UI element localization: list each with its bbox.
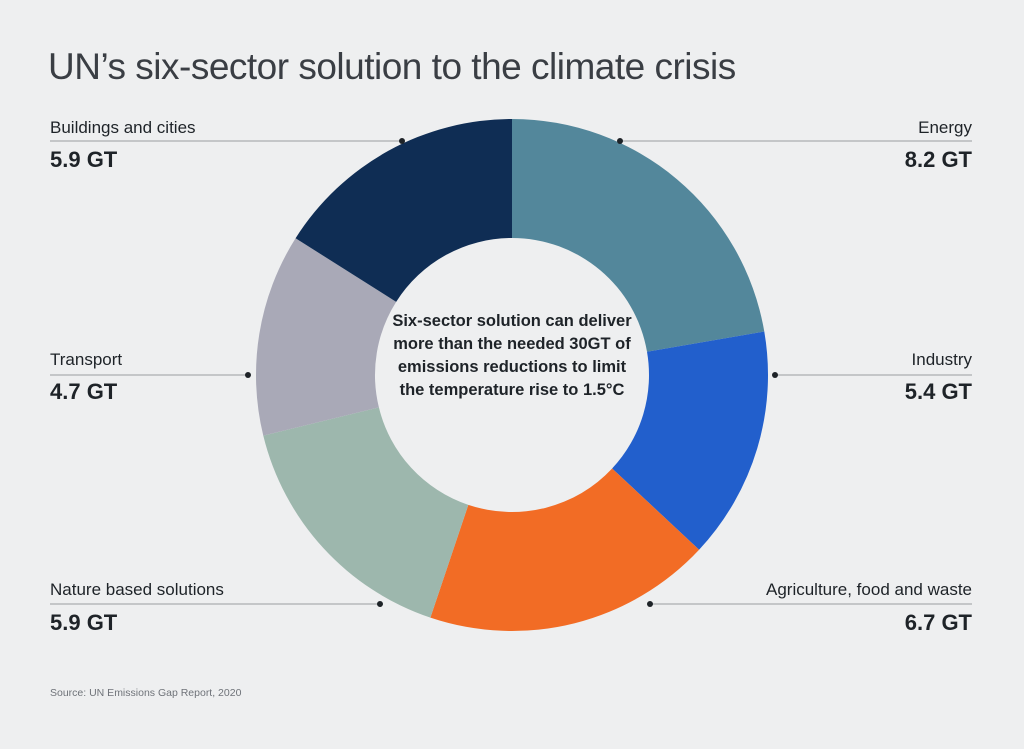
label-agriculture: Agriculture, food and waste [765, 580, 972, 599]
value-transport: 4.7 GT [50, 379, 118, 404]
leader-dot-buildings [399, 138, 405, 144]
value-nature: 5.9 GT [50, 610, 118, 635]
label-energy: Energy [918, 118, 972, 137]
slice-agriculture-food-and-waste [430, 468, 700, 631]
leader-dot-nature [377, 601, 383, 607]
label-buildings: Buildings and cities [50, 118, 196, 137]
chart-title: UN’s six-sector solution to the climate … [48, 46, 736, 87]
value-buildings: 5.9 GT [50, 147, 118, 172]
label-transport: Transport [50, 350, 123, 369]
slice-energy [512, 119, 765, 352]
leader-dot-agriculture [647, 601, 653, 607]
slice-transport [256, 238, 397, 436]
slice-buildings-and-cities [295, 119, 512, 302]
slice-nature-based-solutions [263, 407, 469, 618]
value-industry: 5.4 GT [904, 379, 972, 404]
leader-dot-industry [772, 372, 778, 378]
leader-dot-energy [617, 138, 623, 144]
leader-dot-transport [245, 372, 251, 378]
value-agriculture: 6.7 GT [904, 610, 972, 635]
slice-industry [612, 331, 768, 550]
value-energy: 8.2 GT [904, 147, 972, 172]
label-industry: Industry [911, 350, 972, 369]
label-nature: Nature based solutions [50, 580, 224, 599]
source-note: Source: UN Emissions Gap Report, 2020 [50, 687, 242, 699]
center-text: Six-sector solution can deliver more tha… [392, 312, 632, 399]
